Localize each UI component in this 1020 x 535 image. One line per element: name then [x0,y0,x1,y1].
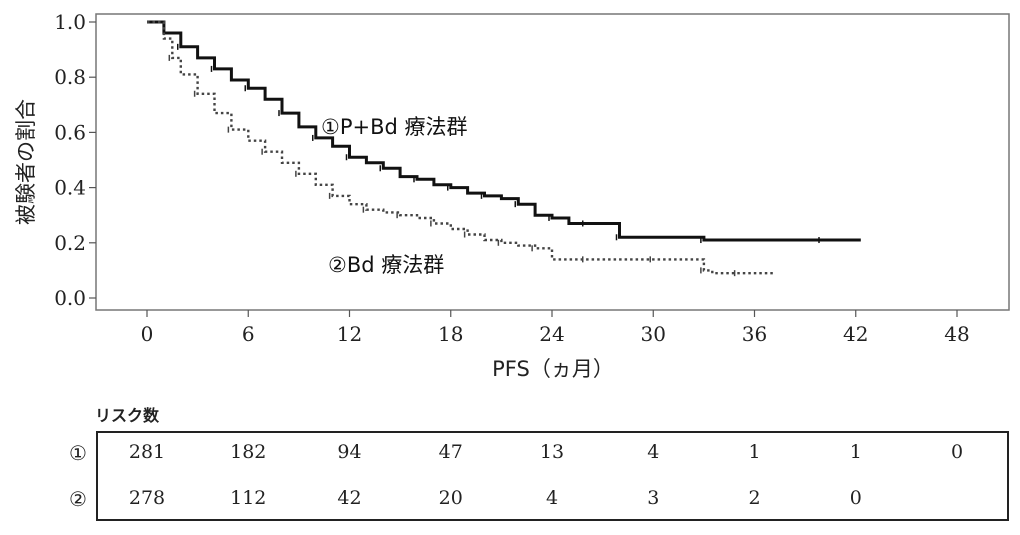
y-tick-label: 0.6 [54,120,86,144]
km-chart: 0.0 0.2 0.4 0.6 0.8 1.0 0 6 12 18 24 30 36 42 48 被験者の… [14,10,1010,381]
y-tick-label: 0.2 [54,231,86,255]
y-axis-title: 被験者の割合 [14,99,38,225]
risk-row-label: ② [69,487,87,511]
series-2-line [147,20,775,275]
x-tick-label: 6 [242,322,255,346]
risk-cell: 281 [128,441,166,463]
risk-cell: 0 [849,487,862,509]
risk-cell: 182 [230,441,267,463]
x-tick-label: 12 [337,322,362,346]
x-tick-label: 24 [539,322,564,346]
risk-cell: 1 [849,441,862,463]
risk-cell: 94 [337,441,362,463]
risk-table-frame [96,431,1009,521]
risk-cell: 0 [950,441,964,463]
risk-cell: 278 [128,487,166,509]
x-axis: 0 6 12 18 24 30 36 42 48 [141,310,970,346]
risk-cell: 112 [230,487,267,509]
series-1-label: ①P+Bd 療法群 [321,115,468,139]
risk-table-title: リスク数 [95,406,160,425]
risk-cell: 47 [438,441,463,463]
y-axis: 0.0 0.2 0.4 0.6 0.8 1.0 [54,10,96,310]
series-1-line [147,20,861,242]
x-tick-label: 48 [944,322,969,346]
y-tick-label: 0.0 [54,286,86,310]
risk-cell: 4 [647,441,660,463]
risk-cell: 1 [748,441,761,463]
y-tick-label: 1.0 [54,10,86,34]
y-tick-label: 0.4 [54,176,86,200]
x-tick-label: 18 [438,322,463,346]
y-tick-label: 0.8 [54,65,86,89]
risk-cell: 2 [748,487,761,509]
plot-frame [95,13,1010,311]
risk-cell: 3 [647,487,660,509]
risk-row-label: ① [69,441,87,465]
risk-cell: 20 [438,487,463,509]
x-tick-label: 36 [742,322,767,346]
series-2-label: ②Bd 療法群 [328,253,444,277]
x-tick-label: 42 [843,322,868,346]
risk-cell: 4 [545,487,559,509]
risk-cell: 13 [539,441,565,463]
x-axis-title: PFS（ヵ月） [492,357,614,381]
x-tick-label: 30 [641,322,666,346]
risk-cell: 42 [337,487,362,509]
x-tick-label: 0 [141,322,154,346]
survival-curves [147,20,861,277]
